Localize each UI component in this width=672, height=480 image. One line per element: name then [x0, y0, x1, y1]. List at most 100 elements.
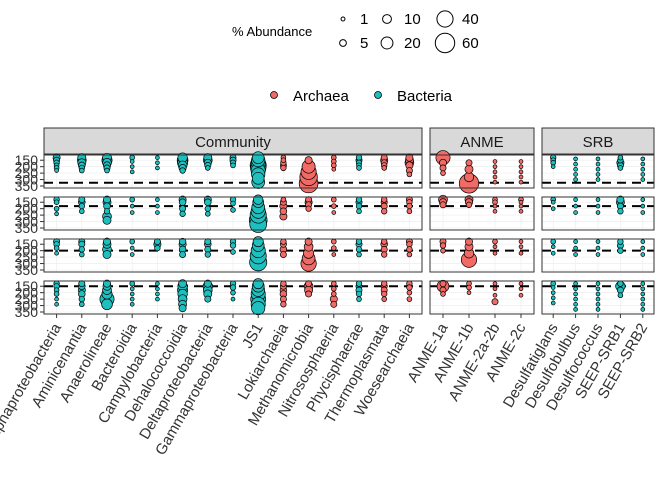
bubble [518, 179, 524, 185]
bubble [550, 244, 556, 250]
bubble [518, 292, 524, 298]
bubble [595, 166, 601, 172]
bubble [331, 238, 337, 245]
bubble [355, 280, 363, 287]
bubble [617, 238, 624, 245]
bubble [406, 208, 413, 215]
y-tick-label: 300 [15, 256, 39, 272]
bubble [492, 164, 498, 169]
bubble [204, 251, 211, 258]
axes: 1502002503003501502002503003501502002503… [0, 152, 651, 458]
bubble [280, 238, 287, 245]
y-tick-label: 350 [15, 178, 39, 194]
bubble [595, 161, 601, 167]
color-legend-label: Bacteria [397, 88, 453, 105]
bubble [331, 166, 337, 172]
bubble [129, 159, 135, 164]
bubble [573, 166, 578, 172]
bubble [331, 280, 337, 287]
bubble [466, 290, 472, 295]
panel-border [429, 154, 535, 189]
bubble [617, 280, 624, 287]
bubble [550, 290, 556, 295]
bubble [331, 245, 337, 251]
bubble [492, 238, 498, 245]
bubble [617, 208, 624, 215]
bubble [492, 159, 498, 164]
bubble [465, 201, 473, 208]
bubble [406, 202, 413, 210]
bubble [129, 238, 135, 245]
bubble [595, 197, 601, 202]
bubble [640, 301, 646, 307]
y-tick-label: 250 [15, 249, 39, 265]
bubble [204, 295, 212, 303]
bubble [640, 286, 646, 292]
bubble [279, 207, 288, 215]
bubble [54, 168, 59, 173]
bubble [355, 196, 363, 203]
bubble [492, 169, 498, 175]
panel-border [541, 154, 655, 189]
bubble [280, 157, 287, 163]
bubble [54, 250, 59, 256]
facet-strip-label: ANME [460, 134, 503, 151]
bubble [518, 239, 524, 244]
bubble [381, 290, 388, 298]
bubble [550, 206, 556, 211]
bubble [155, 210, 160, 215]
bubble [54, 211, 59, 217]
bubble [518, 159, 524, 164]
bubble [230, 289, 236, 296]
bubble [640, 197, 646, 202]
bubble [573, 239, 578, 244]
bubble [304, 156, 313, 165]
bubble [573, 307, 578, 312]
bubble [406, 284, 413, 291]
bubble [595, 245, 601, 251]
bubble [79, 301, 85, 308]
bubble [178, 237, 187, 246]
y-tick-label: 350 [15, 220, 39, 236]
bubble [518, 174, 524, 180]
bubble [573, 161, 578, 167]
color-legend-label: Archaea [293, 88, 350, 105]
bubble [492, 292, 498, 298]
bubble [205, 165, 211, 171]
panel-border [43, 154, 423, 189]
bubble [595, 252, 601, 257]
bubble [464, 164, 474, 174]
bubble [518, 244, 524, 250]
size-legend-label: 40 [462, 11, 479, 28]
bubble [405, 153, 414, 162]
bubble [381, 196, 388, 203]
bubble [179, 167, 186, 174]
bubble [178, 279, 188, 289]
bubble [640, 281, 646, 286]
bubble [155, 286, 160, 292]
bubble [129, 203, 135, 209]
bubble [381, 280, 388, 287]
y-tick-label: 150 [15, 236, 39, 252]
bubble [79, 251, 85, 258]
bubble [550, 199, 556, 205]
bubble [640, 161, 646, 167]
color-legend-key [270, 91, 278, 99]
y-tick-label: 350 [15, 304, 39, 320]
bubble [640, 252, 646, 257]
bubble [595, 156, 601, 162]
bubble [466, 284, 472, 291]
bubble [640, 156, 646, 162]
bubble [251, 171, 265, 185]
bubble [573, 291, 578, 297]
bubble [492, 250, 498, 256]
size-legend: % Abundance 1 10 40 5 20 60 [232, 10, 479, 54]
bubble [155, 296, 160, 302]
bubble [640, 239, 646, 244]
bubble [465, 159, 473, 167]
size-legend-key [436, 10, 454, 28]
bubble [492, 179, 498, 185]
bubble [573, 286, 578, 292]
bubble [331, 210, 337, 215]
